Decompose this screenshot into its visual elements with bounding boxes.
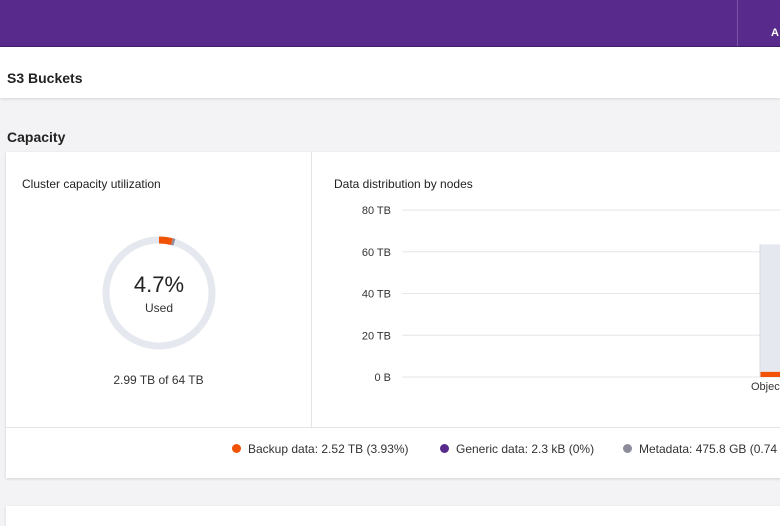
y-tick-label: 40 TB xyxy=(362,289,391,301)
capacity-legend: Backup data: 2.52 TB (3.93%) Generic dat… xyxy=(6,442,780,462)
donut-segment-backup[interactable] xyxy=(102,236,216,350)
capacity-section-title: Capacity xyxy=(7,129,66,145)
y-tick-label: 60 TB xyxy=(362,247,391,259)
capacity-donut: 4.7% Used xyxy=(100,234,218,352)
donut-center: 4.7% Used xyxy=(100,234,218,352)
chart-grid xyxy=(402,209,780,378)
x-tick-label: Objecti xyxy=(751,381,780,393)
y-axis-ticks: 80 TB 60 TB 40 TB 20 TB 0 B xyxy=(362,205,391,384)
chart-bars xyxy=(759,244,780,377)
generic-dot-icon xyxy=(440,444,449,453)
next-card xyxy=(6,506,780,526)
legend-label-backup: Backup data: 2.52 TB (3.93%) xyxy=(248,442,409,456)
legend-label-metadata: Metadata: 475.8 GB (0.74 xyxy=(639,442,778,456)
backup-dot-icon xyxy=(232,444,241,453)
page-header: S3 Buckets xyxy=(0,47,780,98)
legend-item-metadata[interactable]: Metadata: 475.8 GB (0.74 xyxy=(623,442,777,456)
page-title: S3 Buckets xyxy=(7,70,83,86)
topbar-divider xyxy=(737,0,738,46)
capacity-card: Cluster capacity utilization 4.7% Used 2… xyxy=(6,152,780,478)
utilization-panel-title: Cluster capacity utilization xyxy=(22,177,161,191)
distribution-panel-title: Data distribution by nodes xyxy=(334,177,473,191)
bar-segment-backup-data[interactable] xyxy=(760,371,780,377)
top-navigation-bar: A xyxy=(0,0,780,47)
legend-label-generic: Generic data: 2.3 kB (0%) xyxy=(456,442,595,456)
metadata-dot-icon xyxy=(623,444,632,453)
user-menu-initial[interactable]: A xyxy=(771,27,779,39)
y-tick-label: 80 TB xyxy=(362,205,391,217)
distribution-bar-chart: 80 TB 60 TB 40 TB 20 TB 0 B Objecti xyxy=(362,205,780,393)
legend-item-generic[interactable]: Generic data: 2.3 kB (0%) xyxy=(440,442,594,456)
panel-divider-horizontal xyxy=(6,427,780,428)
bar-segment-free[interactable] xyxy=(760,244,780,372)
y-tick-label: 0 B xyxy=(374,372,391,384)
used-percent: 4.7% xyxy=(133,272,185,297)
legend-item-backup[interactable]: Backup data: 2.52 TB (3.93%) xyxy=(232,442,409,456)
used-label: Used xyxy=(144,301,173,315)
panel-divider-vertical xyxy=(311,152,312,427)
y-tick-label: 20 TB xyxy=(362,330,391,342)
donut-chart-svg xyxy=(102,236,216,350)
capacity-summary: 2.99 TB of 64 TB xyxy=(113,373,204,387)
